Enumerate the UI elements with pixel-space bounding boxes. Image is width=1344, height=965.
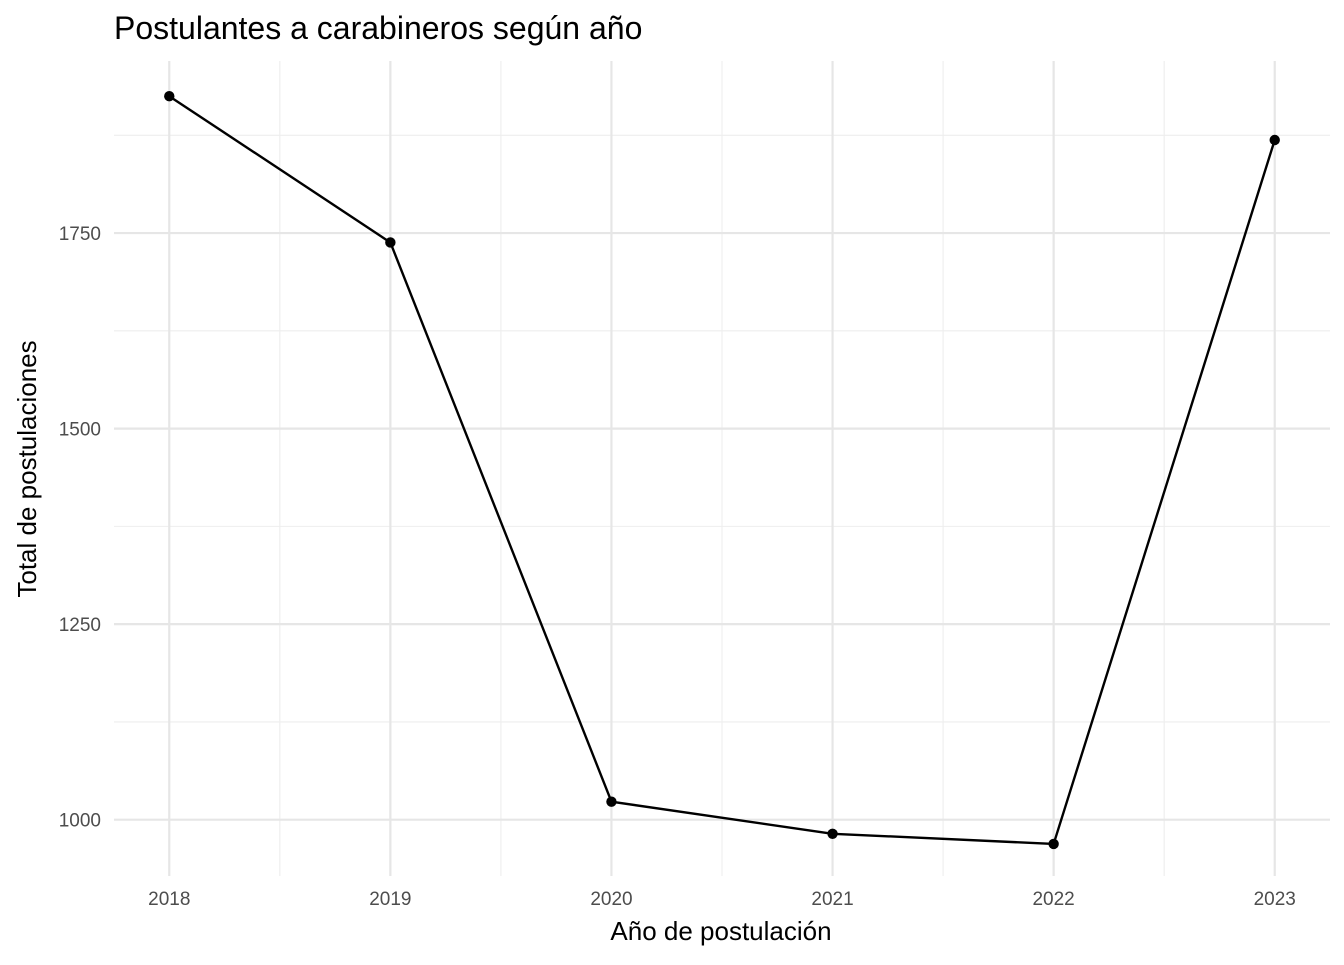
series-layer (164, 90, 1280, 850)
x-tick-label: 2018 (148, 889, 190, 910)
data-point (164, 90, 175, 102)
x-tick-label: 2019 (369, 889, 411, 910)
data-point (827, 828, 838, 839)
y-axis-title: Total de postulaciones (12, 340, 42, 597)
y-tick-label: 1500 (59, 420, 101, 441)
x-tick-label: 2020 (590, 889, 632, 910)
x-tick-label: 2021 (811, 889, 853, 910)
data-point (1048, 838, 1059, 850)
data-point (1269, 134, 1280, 146)
x-tick-label: 2022 (1032, 889, 1074, 910)
data-point (385, 237, 396, 248)
tick-label-layer: 1000 1250 1500 1750 2018 2019 2020 2021 2022 2023 (59, 224, 1296, 910)
y-tick-label: 1250 (59, 615, 101, 636)
grid-layer (114, 61, 1330, 876)
x-tick-label: 2023 (1254, 889, 1296, 910)
x-axis-title: Año de postulación (610, 916, 831, 946)
data-point (606, 796, 617, 807)
y-tick-label: 1000 (59, 811, 101, 832)
series-line (168, 95, 1276, 846)
y-tick-label: 1750 (59, 224, 101, 245)
chart-title: Postulantes a carabineros según año (114, 10, 642, 46)
